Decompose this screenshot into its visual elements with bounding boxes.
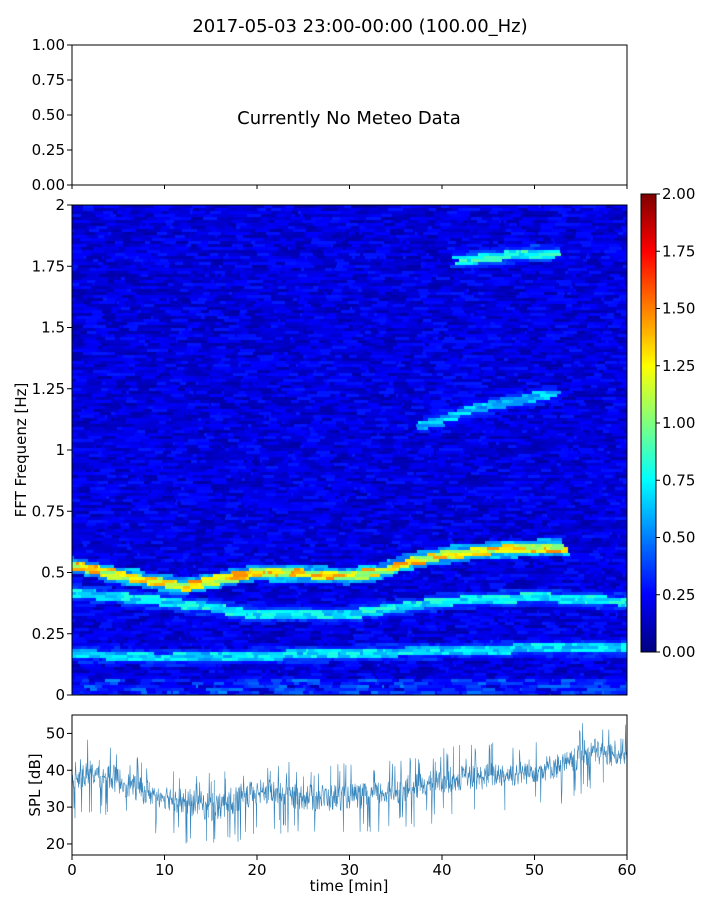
spl-trace [71,723,628,844]
spectrogram-panel: 0 0.25 0.5 0.75 1 1.25 1.5 1.75 2 FFT Frequenz [… [12,185,695,704]
spectrogram-ytick-label: 0.25 [32,625,65,643]
spl-y-axis: 20 30 40 50 [46,724,72,853]
meteo-annotation: Currently No Meteo Data [237,108,461,129]
colorbar-tick-label: 0.25 [662,586,695,604]
meteo-panel: Currently No Meteo Data 0.00 0.25 0.50 0.75… [32,36,628,194]
spl-xtick-label: 60 [617,861,636,879]
colorbar-tick-label: 0.50 [662,529,695,547]
spl-ytick-label: 40 [46,761,65,779]
spl-axes-frame [72,715,627,855]
spectrogram-heatmap [72,205,627,695]
colorbar-tick-label: 0.00 [662,643,695,661]
meteo-ytick-label: 0.25 [32,141,65,159]
spl-xlabel: time [min] [310,877,389,895]
spectrogram-ytick-label: 1.5 [41,319,65,337]
meteo-ytick-label: 0.75 [32,71,65,89]
colorbar [641,194,656,652]
spl-xtick-label: 50 [525,861,544,879]
spl-xtick-label: 20 [247,861,266,879]
spectrogram-ytick-label: 0.75 [32,502,65,520]
spectrogram-ytick-label: 0.5 [41,564,65,582]
meteo-axes-frame [71,44,628,186]
colorbar-tick-label: 1.25 [662,357,695,375]
colorbar-tick-label: 1.75 [662,242,695,260]
spl-ytick-label: 50 [46,724,65,742]
spl-xtick-label: 30 [340,861,359,879]
spectrogram-ytick-label: 1.75 [32,257,65,275]
colorbar-tick-label: 2.00 [662,185,695,203]
colorbar-ticks: 0.00 0.25 0.50 0.75 1.00 1.25 1.50 1.75 2.00 [656,185,695,661]
spectrogram-ytick-label: 0 [55,686,65,704]
spectrogram-ytick-label: 2 [55,196,65,214]
spl-ylabel: SPL [dB] [26,753,44,816]
spectrogram-ytick-label: 1.25 [32,380,65,398]
spl-xtick-label: 0 [67,861,77,879]
meteo-ytick-label: 1.00 [32,36,65,54]
spectrogram-ytick-label: 1 [55,441,65,459]
colorbar-tick-label: 0.75 [662,471,695,489]
spl-panel: 20 30 40 50 0 10 20 30 40 50 60 SPL [dB] time [mi… [26,714,637,895]
spectrogram-y-axis: 0 0.25 0.5 0.75 1 1.25 1.5 1.75 2 [32,196,72,704]
meteo-ytick-label: 0.50 [32,106,65,124]
colorbar-tick-label: 1.50 [662,300,695,318]
figure-title: 2017-05-03 23:00-00:00 (100.00_Hz) [192,16,527,37]
meteo-ytick-label: 0.00 [32,176,65,194]
spl-xtick-label: 10 [155,861,174,879]
meteo-y-axis: 0.00 0.25 0.50 0.75 1.00 [32,36,72,194]
spl-ytick-label: 30 [46,798,65,816]
spl-xtick-label: 40 [432,861,451,879]
spl-x-axis: 0 10 20 30 40 50 60 [67,855,637,879]
spectrogram-ylabel: FFT Frequenz [Hz] [12,383,30,518]
colorbar-tick-label: 1.00 [662,414,695,432]
spl-ytick-label: 20 [46,835,65,853]
meteo-x-ticks [71,185,628,189]
